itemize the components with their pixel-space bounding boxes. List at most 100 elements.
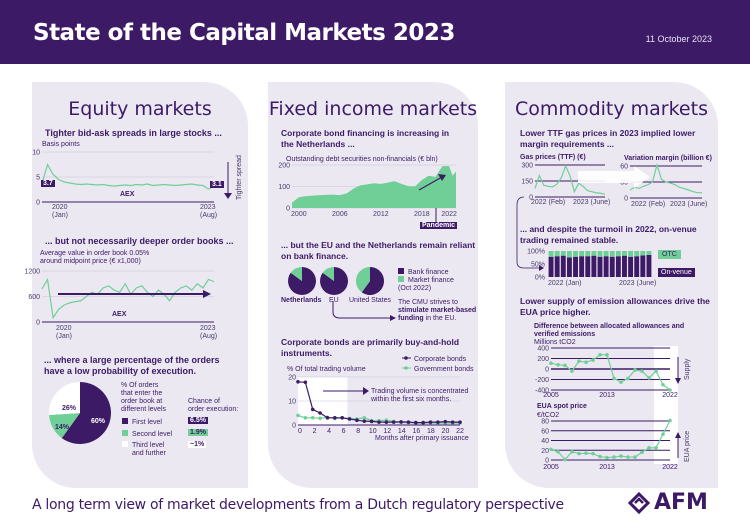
bonds-title: Corporate bond financing is increasing i… [281,128,450,138]
bar-onvenue [585,256,591,277]
y-tick-label: 100% [527,249,545,256]
orders-title: ... where a large percentage of the orde… [44,355,220,365]
orderbook-x-end: 2023 [200,325,216,332]
x-tick-label: 10 [369,428,377,435]
data-point [577,451,581,456]
legend-marker [404,366,408,370]
legend-label: Market finance [408,277,454,284]
data-point [436,420,440,424]
data-point [556,449,560,454]
x-tick-label: 4 [327,428,331,435]
chance-second: 1.9% [188,429,208,436]
data-point [661,382,665,387]
arrow-right-icon [539,265,544,271]
x-tick-label: 0 [298,428,302,435]
bar-otc [622,251,627,256]
y-tick-label: 0 [292,423,296,430]
arrow-up-icon [675,432,681,438]
bar-otc [628,251,634,257]
data-point [654,369,658,373]
eua-title: Lower supply of emission allowances driv… [520,296,710,306]
fixed-title: Fixed income markets [268,98,478,120]
commodity-title: Commodity markets [515,98,708,120]
y-tick-label: 10 [288,399,296,406]
eua-title-2: EUA price higher. [520,307,591,317]
bar-otc [548,251,554,257]
trend-arrow [418,176,443,191]
legend-label: and further [132,450,166,457]
x-tick-label: 2022 [662,464,678,471]
x-tick-label: 2005 [543,464,559,471]
legend-date: (Oct 2022) [398,285,432,292]
data-point [318,411,322,415]
emissions-caption: verified emissions [534,331,596,338]
levels-caption: order book at [121,398,163,405]
arrow-down-icon [675,378,681,384]
country-eu: EU [329,297,339,304]
data-point [377,420,381,424]
data-point [605,455,609,460]
y-tick-label: 0 [529,195,533,202]
data-point [570,449,574,454]
bidask-start: 3.7 [41,180,55,187]
chance-first: 6.5% [188,417,208,424]
legend-label: First level [132,419,162,426]
bidask-end: 3.1 [210,181,224,188]
chance-third: ~1% [188,441,207,448]
bar-onvenue [603,256,609,277]
data-point [428,420,433,424]
data-point [303,416,308,420]
line-series [41,162,215,190]
data-point [399,420,403,424]
bar-otc [597,251,603,257]
highlight-region [653,346,678,464]
chance-caption: Chance of [188,398,220,405]
x-tick-label: 8 [356,428,360,435]
y-tick-label: 100 [278,184,290,191]
orderbook-caption: Average value in order book 0.05% [40,250,150,257]
bar-onvenue [573,256,578,277]
x-tick-label: 6 [342,428,346,435]
y-tick-label: 50% [531,262,545,269]
x-tick-label: 22 [456,428,464,435]
data-point [612,455,616,459]
line-series [629,162,702,194]
arrow-icon [438,174,446,181]
country-us: United States [349,297,392,304]
legend-corporate: Corporate bonds [414,356,467,363]
y-tick-label: 0 [624,196,628,203]
y-tick-label: 40 [541,438,549,445]
venue-title-2: trading remained stable. [520,235,619,245]
legend-market: Market finance [398,276,454,285]
pie-label-third: 26% [62,405,77,412]
bar-onvenue [548,256,554,277]
bonds-title-2: the Netherlands ... [281,139,355,149]
y-tick-label: 60 [620,164,628,171]
bar-otc [640,251,646,256]
data-point [577,359,581,363]
arrow-right-icon [390,315,396,321]
orderbook-title: ... but not necessarily deeper order boo… [45,236,234,246]
volume-title-2: instruments. [281,348,333,358]
bar-onvenue [597,256,603,277]
x-tick-label: 2006 [332,211,348,218]
bar-onvenue [640,255,646,277]
gas-x-end: 2023 (June) [573,199,611,206]
bar-otc [591,251,597,256]
x-tick-label: 2013 [599,464,615,471]
y-tick-label: 0 [36,200,40,207]
x-tick-label: 2012 [373,211,389,218]
bidask-x-start-sub: (Jan) [52,212,68,219]
data-point [563,457,567,462]
bar-onvenue [579,256,585,277]
legend-third-level: Third level [122,441,164,450]
data-point [668,418,672,423]
venue-x-start: 2022 (Jan) [548,280,582,287]
bar-otc [573,251,578,257]
page-title: State of the Capital Markets 2023 [33,20,455,46]
y-tick-label: 20 [288,375,296,382]
bar-otc [554,251,560,257]
bidask-x-end: 2023 [200,204,216,211]
bar-otc [579,251,585,257]
x-tick-label: 2005 [543,392,559,399]
